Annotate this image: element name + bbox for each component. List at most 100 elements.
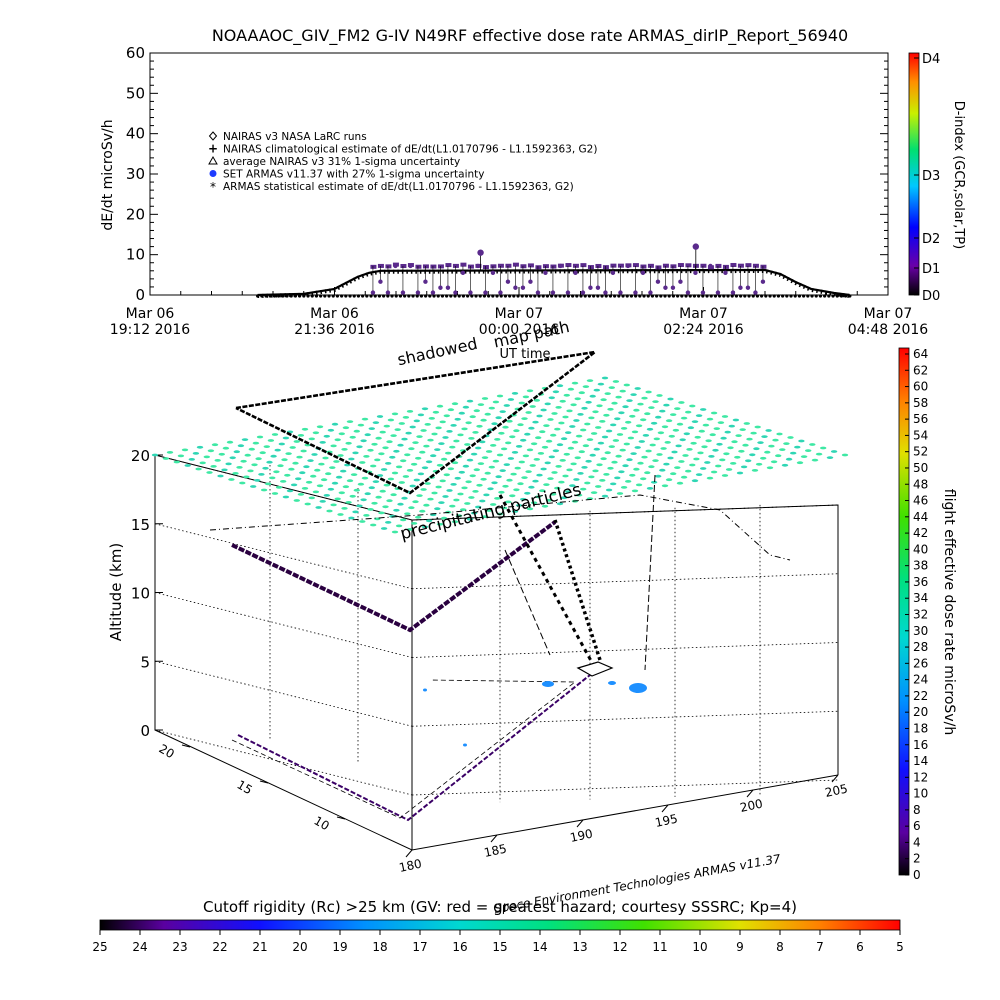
- precip-particle-dot: [541, 504, 549, 508]
- nairas-zero-marker: [818, 294, 823, 298]
- armas-flight-marker: [437, 264, 444, 269]
- descent-shadow-a: [504, 549, 551, 656]
- top-series-layer: [256, 243, 852, 298]
- precip-particle-dot: [574, 456, 581, 460]
- precip-particle-dot: [678, 460, 685, 463]
- precip-particle-dot: [442, 495, 449, 498]
- precip-particle-dot: [496, 512, 504, 516]
- precip-particle-dot: [447, 467, 455, 471]
- precip-particle-dot: [383, 424, 390, 428]
- precip-particle-dot: [435, 485, 442, 489]
- armas-low-marker: [385, 290, 391, 295]
- precip-particle-dot: [781, 463, 789, 467]
- precip-particle-dot: [342, 485, 350, 489]
- precip-particle-dot: [695, 414, 703, 417]
- precip-particle-dot: [655, 415, 662, 419]
- precip-particle-dot: [794, 445, 801, 449]
- nairas-zero-marker: [474, 294, 478, 298]
- precip-particle-dot: [394, 428, 401, 431]
- precip-particle-dot: [424, 423, 431, 426]
- nairas-zero-marker: [432, 294, 436, 298]
- precip-particle-dot: [841, 453, 849, 457]
- precip-particle-dot: [390, 493, 397, 497]
- top-x-tick-label-date: Mar 06: [126, 306, 175, 322]
- precip-particle-dot: [517, 423, 524, 427]
- nairas-zero-marker: [487, 294, 491, 298]
- precip-particle-dot: [203, 455, 210, 459]
- precip-particle-dot: [550, 492, 557, 496]
- precip-particle-dot: [331, 481, 339, 485]
- precip-particle-dot: [601, 494, 609, 498]
- precip-particle-dot: [297, 493, 305, 496]
- longitude-tick-label: 205: [824, 781, 849, 799]
- armas-spike-marker: [692, 243, 700, 250]
- dose-colorbar-tick-label: 26: [913, 656, 928, 670]
- precip-particle-dot: [480, 418, 487, 422]
- nairas-zero-marker: [348, 294, 352, 298]
- precip-particle-dot: [539, 430, 546, 434]
- precip-particle-dot: [574, 397, 581, 401]
- precip-particle-dot: [702, 423, 710, 427]
- precip-particle-dot: [713, 427, 720, 430]
- ground-track-shadow: [231, 679, 577, 819]
- precip-particle-dot: [698, 429, 705, 433]
- armas-low-marker: [408, 263, 413, 269]
- precip-particle-dot: [648, 406, 655, 409]
- precip-particle-dot: [391, 471, 399, 475]
- precip-particle-dot: [526, 389, 534, 393]
- precip-particle-dot: [359, 461, 366, 464]
- precip-particle-dot: [364, 492, 371, 496]
- precip-particle-dot: [312, 431, 320, 435]
- precip-particle-dot: [436, 522, 444, 526]
- nairas-zero-marker: [781, 294, 785, 298]
- nairas-zero-marker: [583, 294, 587, 298]
- precip-particle-dot: [412, 441, 419, 444]
- precip-particle-dot: [567, 387, 575, 391]
- top-y-tick-label: 0: [135, 286, 145, 304]
- airport-marker: [576, 661, 614, 677]
- precip-particle-dot: [655, 474, 662, 478]
- precip-particle-dot: [222, 446, 230, 450]
- precip-particle-dot: [532, 420, 539, 424]
- precip-particle-dot: [615, 395, 622, 399]
- precip-particle-dot: [603, 413, 610, 417]
- precip-particle-dot: [682, 454, 689, 457]
- precip-particle-dot: [472, 490, 479, 493]
- precip-particle-dot: [522, 395, 530, 399]
- top-x-tick-label-date: Mar 06: [310, 306, 359, 322]
- nairas-zero-marker: [638, 294, 642, 298]
- precip-particle-dot: [254, 479, 261, 482]
- longitude-tick-label: 180: [398, 856, 423, 874]
- precip-particle-dot: [569, 484, 576, 487]
- precip-particle-dot: [671, 450, 678, 454]
- precip-particle-dot: [540, 408, 547, 412]
- precip-particle-dot: [386, 499, 393, 503]
- precip-particle-dot: [685, 410, 692, 414]
- nairas-zero-marker: [499, 294, 503, 298]
- nairas-zero-marker: [352, 294, 356, 298]
- left-wall-gridline: [154, 660, 413, 727]
- precipitating-particles-layer: [151, 376, 849, 534]
- precip-particle-dot: [775, 454, 782, 458]
- precip-particle-dot: [207, 449, 215, 453]
- precip-particle-dot: [415, 456, 422, 460]
- longitude-tick: [831, 774, 839, 783]
- precip-particle-dot: [323, 434, 330, 438]
- top-y-tick-label: 40: [126, 125, 145, 143]
- precip-particle-dot: [410, 522, 418, 525]
- precip-particle-dot: [239, 481, 246, 485]
- precip-particle-dot: [431, 432, 438, 436]
- precip-particle-dot: [274, 448, 281, 452]
- dose-colorbar-tick-label: 34: [913, 591, 928, 605]
- nairas-zero-marker: [424, 294, 428, 298]
- armas-low-marker: [430, 290, 436, 295]
- precip-particle-dot: [709, 433, 716, 437]
- precip-particle-dot: [675, 444, 682, 448]
- rigidity-tick-label: 7: [816, 940, 824, 954]
- nairas-zero-marker: [596, 294, 600, 298]
- nairas-zero-marker: [617, 294, 621, 298]
- armas-flight-marker: [430, 264, 437, 269]
- nairas-zero-marker: [440, 294, 445, 298]
- precip-particle-dot: [368, 427, 375, 430]
- precip-particle-dot: [481, 456, 489, 459]
